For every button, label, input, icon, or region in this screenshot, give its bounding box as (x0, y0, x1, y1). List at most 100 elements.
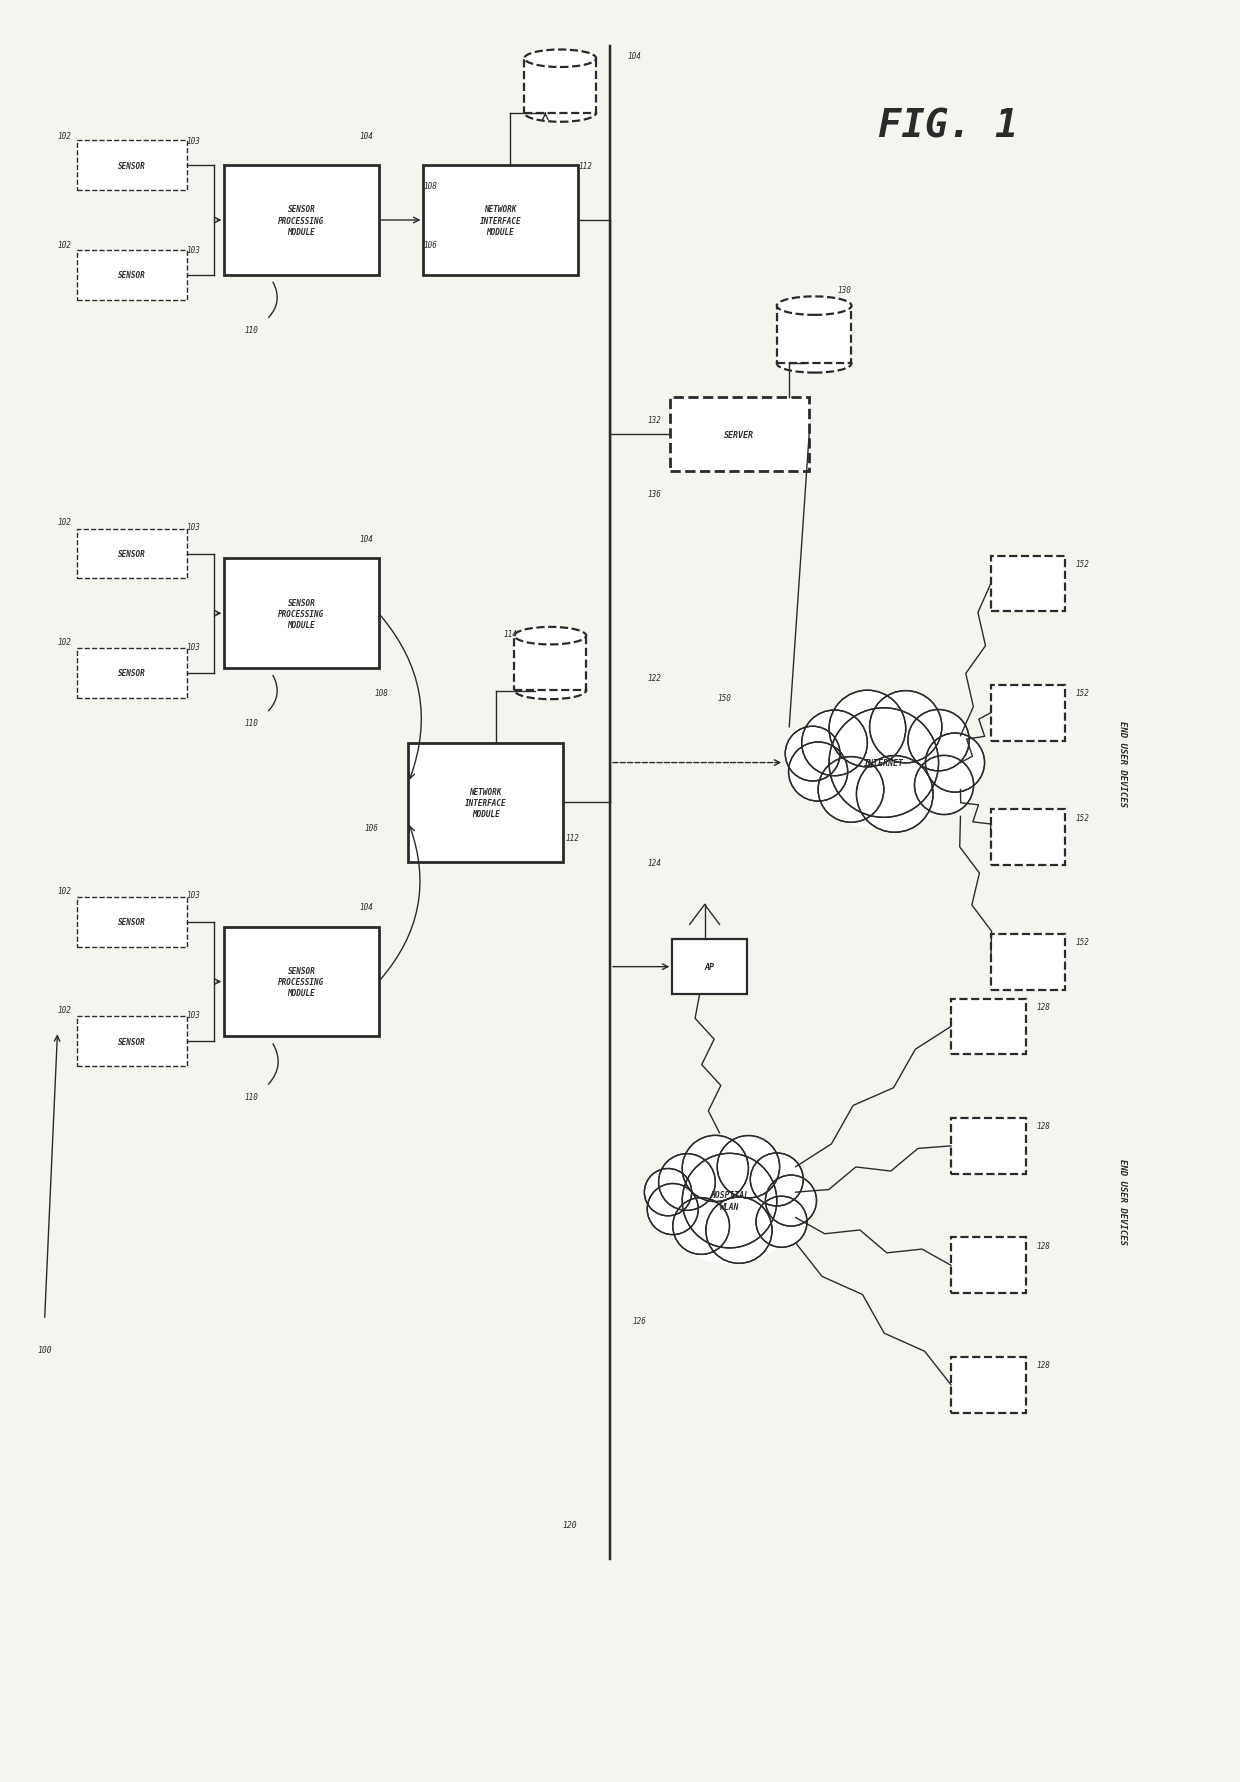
Text: 150: 150 (718, 693, 732, 702)
Text: 152: 152 (1076, 937, 1090, 946)
Bar (776, 307, 852, 364)
Bar (77, 251, 187, 301)
Ellipse shape (525, 105, 596, 123)
Ellipse shape (776, 355, 852, 374)
Text: 106: 106 (365, 823, 378, 832)
Text: SENSOR: SENSOR (118, 162, 146, 171)
Circle shape (818, 757, 884, 823)
Text: SENSOR: SENSOR (118, 668, 146, 679)
Text: 104: 104 (360, 903, 373, 912)
Text: SENSOR: SENSOR (118, 271, 146, 280)
Bar (515, 636, 587, 691)
Text: 128: 128 (1037, 1003, 1050, 1012)
Text: 114: 114 (503, 629, 517, 638)
Text: 128: 128 (1037, 1242, 1050, 1251)
Bar (672, 939, 746, 994)
Text: 102: 102 (57, 132, 72, 141)
Text: HOSPITAL
WLAN: HOSPITAL WLAN (711, 1190, 749, 1212)
Text: 103: 103 (187, 137, 201, 146)
Bar (77, 1018, 187, 1067)
Text: END USER DEVICES: END USER DEVICES (1118, 720, 1127, 805)
Circle shape (857, 756, 932, 832)
Text: 128: 128 (1037, 1123, 1050, 1132)
Circle shape (750, 1153, 804, 1206)
Text: 136: 136 (649, 490, 662, 499)
Polygon shape (658, 1137, 801, 1265)
Bar (991, 556, 1065, 611)
Bar (224, 927, 378, 1037)
Circle shape (682, 1135, 749, 1201)
Circle shape (869, 691, 942, 763)
Text: 152: 152 (1076, 690, 1090, 699)
Text: 152: 152 (1076, 560, 1090, 568)
Circle shape (756, 1196, 807, 1247)
Bar (670, 397, 810, 472)
Bar (224, 166, 378, 276)
Circle shape (789, 743, 848, 802)
Polygon shape (802, 697, 966, 830)
Circle shape (717, 1135, 780, 1198)
Circle shape (647, 1183, 698, 1235)
Text: AP: AP (704, 962, 714, 971)
Bar (77, 898, 187, 948)
Text: 110: 110 (244, 1092, 259, 1101)
Text: NETWORK
INTERFACE
MODULE: NETWORK INTERFACE MODULE (465, 788, 506, 818)
Text: 102: 102 (57, 886, 72, 895)
Text: 102: 102 (57, 1005, 72, 1014)
Circle shape (765, 1176, 816, 1226)
Text: 110: 110 (244, 718, 259, 727)
Bar (951, 1238, 1025, 1294)
Text: SERVER: SERVER (724, 429, 754, 440)
Bar (77, 529, 187, 579)
Text: 112: 112 (565, 834, 579, 843)
Text: 104: 104 (360, 132, 373, 141)
Circle shape (645, 1169, 692, 1215)
Text: 102: 102 (57, 519, 72, 527)
Circle shape (673, 1198, 729, 1255)
Bar (224, 560, 378, 668)
Text: SENSOR: SENSOR (118, 918, 146, 927)
Text: 103: 103 (187, 642, 201, 650)
Text: INTERNET: INTERNET (864, 759, 904, 768)
Text: 108: 108 (424, 182, 438, 191)
Circle shape (802, 711, 868, 777)
Text: 103: 103 (187, 891, 201, 900)
Text: 103: 103 (187, 1010, 201, 1019)
Bar (423, 166, 578, 276)
Ellipse shape (515, 627, 587, 645)
Text: 104: 104 (627, 52, 642, 61)
Text: 110: 110 (244, 326, 259, 335)
Bar (951, 1000, 1025, 1055)
Text: 104: 104 (360, 535, 373, 544)
Bar (77, 649, 187, 699)
Circle shape (682, 1153, 776, 1247)
Bar (77, 141, 187, 191)
Text: 100: 100 (37, 1345, 52, 1354)
Ellipse shape (515, 683, 587, 700)
Circle shape (706, 1198, 773, 1263)
Text: 132: 132 (649, 415, 662, 424)
Circle shape (908, 709, 970, 772)
Circle shape (785, 727, 839, 782)
Text: SENSOR
PROCESSING
MODULE: SENSOR PROCESSING MODULE (278, 599, 325, 629)
Bar (525, 59, 596, 114)
Text: SENSOR
PROCESSING
MODULE: SENSOR PROCESSING MODULE (278, 966, 325, 998)
Text: 102: 102 (57, 638, 72, 647)
Bar (951, 1119, 1025, 1174)
Text: SENSOR: SENSOR (118, 1037, 146, 1046)
Text: END USER DEVICES: END USER DEVICES (1118, 1158, 1127, 1244)
Text: 128: 128 (1037, 1361, 1050, 1370)
Text: SENSOR
PROCESSING
MODULE: SENSOR PROCESSING MODULE (278, 205, 325, 237)
Text: 152: 152 (1076, 813, 1090, 822)
Circle shape (914, 756, 973, 814)
Text: 103: 103 (187, 522, 201, 531)
Text: 103: 103 (187, 246, 201, 255)
Text: SENSOR: SENSOR (118, 549, 146, 560)
Circle shape (658, 1155, 715, 1210)
Circle shape (830, 709, 939, 818)
Bar (991, 686, 1065, 741)
Text: 106: 106 (424, 241, 438, 249)
Bar (408, 743, 563, 862)
Ellipse shape (776, 298, 852, 315)
Text: 102: 102 (57, 241, 72, 249)
